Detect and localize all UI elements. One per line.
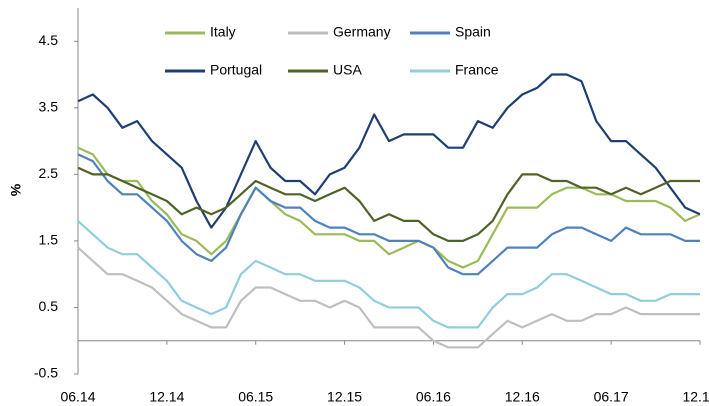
x-tick-label: 12.15 — [327, 389, 362, 405]
legend-label: Spain — [455, 24, 491, 40]
y-tick-label: 0.5 — [39, 298, 59, 314]
y-axis-label: % — [8, 183, 24, 196]
x-tick-label: 06.14 — [60, 389, 95, 405]
series-line — [77, 146, 701, 269]
legend-label: Italy — [210, 24, 236, 40]
x-tick-label: 12.14 — [149, 389, 184, 405]
x-tick-label: 06.16 — [416, 389, 451, 405]
legend-label: Germany — [333, 24, 391, 40]
x-tick-label: 12.16 — [505, 389, 540, 405]
legend-label: USA — [333, 62, 362, 78]
y-tick-label: 1.5 — [39, 232, 59, 248]
series-line — [77, 153, 700, 276]
series-line — [77, 246, 700, 349]
y-tick-label: 2.5 — [39, 165, 59, 181]
y-tick-label: 3.5 — [39, 99, 59, 115]
legend-label: Portugal — [210, 62, 262, 78]
series-line — [77, 73, 701, 229]
series-line — [77, 220, 700, 329]
series-line — [77, 166, 700, 242]
x-tick-label: 06.15 — [238, 389, 273, 405]
legend-label: France — [455, 62, 499, 78]
y-tick-label: 4.5 — [39, 32, 59, 48]
x-tick-label: 06.17 — [594, 389, 629, 405]
y-tick-label: -0.5 — [34, 365, 58, 381]
x-tick-label: 12.17 — [682, 389, 709, 405]
